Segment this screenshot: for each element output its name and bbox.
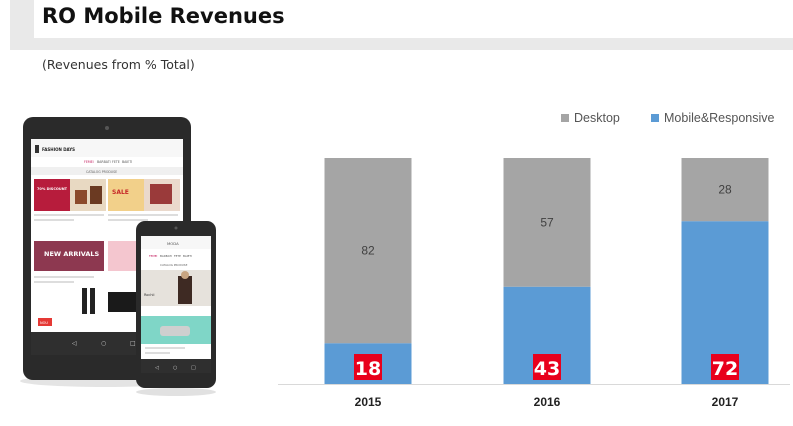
svg-text:70% DISCOUNT: 70% DISCOUNT	[37, 187, 68, 191]
tablet-banner-text: NEW ARRIVALS	[44, 250, 100, 258]
data-label-mobile-2016: 43	[534, 358, 560, 380]
svg-text:NOU: NOU	[40, 321, 48, 325]
data-label-box-mobile-2016	[533, 354, 561, 380]
svg-text:SALE: SALE	[112, 189, 129, 196]
page-title: RO Mobile Revenues	[42, 4, 285, 28]
legend-swatch-mobile	[651, 114, 659, 122]
page-subtitle: (Revenues from % Total)	[42, 57, 195, 72]
legend-label-mobile: Mobile&Responsive	[664, 111, 775, 125]
svg-text:BAIETI: BAIETI	[183, 254, 192, 258]
legend-mobile: Mobile&Responsive	[651, 111, 774, 125]
data-label-desktop-2017: 28	[718, 183, 732, 197]
svg-text:MODA: MODA	[167, 241, 179, 246]
svg-text:FETE: FETE	[174, 254, 181, 258]
x-tick-label-2017: 2017	[712, 395, 739, 409]
svg-text:BAIETI: BAIETI	[122, 160, 132, 164]
data-label-desktop-2015: 82	[361, 244, 375, 258]
svg-text:○: ○	[173, 365, 177, 371]
data-label-mobile-2017: 72	[712, 358, 738, 380]
data-label-box-mobile-2015	[354, 354, 382, 380]
bar-desktop-2016	[503, 158, 591, 287]
svg-text:◁: ◁	[155, 365, 159, 371]
legend-desktop: Desktop	[561, 111, 620, 125]
legend-swatch-desktop	[561, 114, 569, 122]
svg-text:Rochii: Rochii	[144, 293, 155, 297]
svg-text:FEMEI: FEMEI	[84, 160, 94, 164]
tablet-brand: FASHION DAYS	[42, 147, 75, 152]
x-tick-label-2015: 2015	[355, 395, 382, 409]
x-tick-label-2016: 2016	[534, 395, 561, 409]
svg-text:BARBATI: BARBATI	[97, 160, 111, 164]
data-label-desktop-2016: 57	[540, 215, 554, 229]
data-label-mobile-2015: 18	[355, 358, 381, 380]
svg-text:○: ○	[101, 340, 106, 347]
svg-text:FEMEI: FEMEI	[149, 254, 158, 258]
svg-text:CATALOG PRODUSE: CATALOG PRODUSE	[160, 263, 188, 267]
data-label-box-mobile-2017	[711, 354, 739, 380]
svg-text:◁: ◁	[72, 340, 77, 347]
bar-desktop-2017	[681, 158, 769, 222]
legend-label-desktop: Desktop	[574, 111, 620, 125]
svg-text:CATALOG PRODUSE: CATALOG PRODUSE	[86, 170, 117, 174]
header-title-area	[34, 0, 793, 38]
svg-text:□: □	[191, 365, 196, 371]
svg-text:BARBATI: BARBATI	[160, 254, 172, 258]
svg-text:□: □	[130, 340, 136, 347]
bar-desktop-2015	[324, 158, 412, 344]
svg-text:FETE: FETE	[112, 160, 120, 164]
